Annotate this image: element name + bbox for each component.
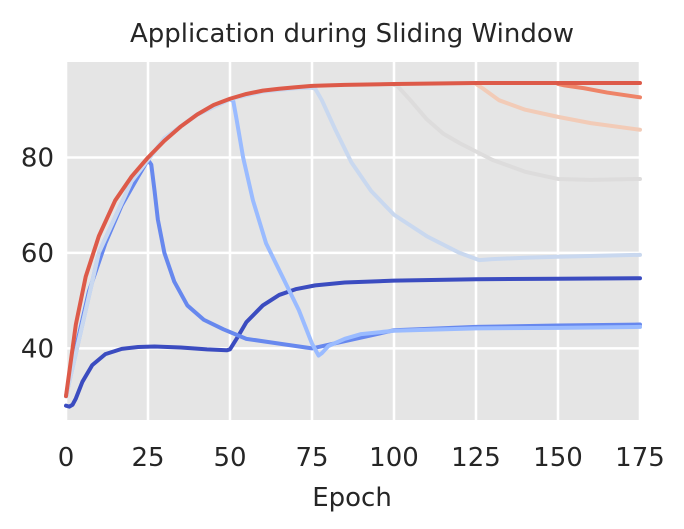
y-tick-labels: 40 60 80 [21, 143, 54, 364]
y-tick-label: 80 [21, 143, 54, 173]
y-tick-label: 60 [21, 239, 54, 269]
chart-title: Application during Sliding Window [130, 19, 574, 49]
series-line-7 [64, 81, 642, 399]
x-tick-label: 125 [451, 443, 501, 473]
series-group [64, 81, 642, 409]
x-tick-label: 25 [131, 443, 164, 473]
y-tick-label: 40 [21, 334, 54, 364]
x-tick-label: 50 [213, 443, 246, 473]
x-tick-label: 175 [615, 443, 665, 473]
series-line-5 [474, 81, 642, 132]
x-tick-label: 150 [533, 443, 583, 473]
series-line-4 [392, 82, 642, 182]
x-axis-label: Epoch [312, 483, 392, 513]
x-tick-label: 0 [58, 443, 75, 473]
series-line-0 [64, 276, 642, 409]
x-tick-labels: 0 25 50 75 100 125 150 175 [58, 443, 665, 473]
x-tick-label: 75 [295, 443, 328, 473]
x-tick-label: 100 [369, 443, 419, 473]
